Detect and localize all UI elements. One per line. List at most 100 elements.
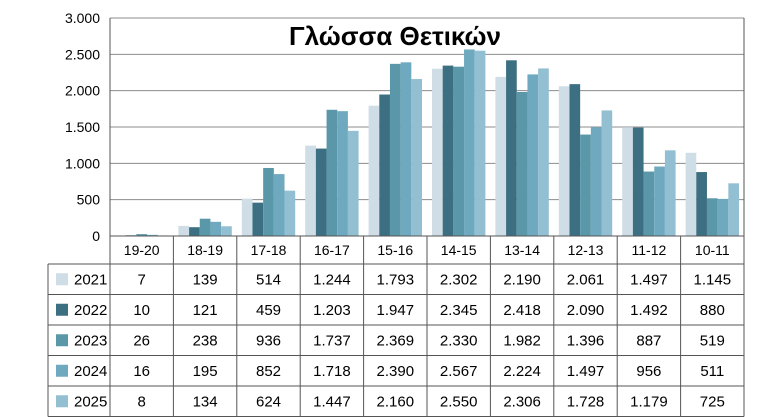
- bar-2023-17-18: [263, 167, 274, 236]
- data-label: 1.718: [313, 363, 351, 380]
- data-label: 459: [256, 302, 281, 319]
- data-label: 1.793: [377, 271, 415, 288]
- data-label: 725: [700, 393, 725, 410]
- data-label: 1.737: [313, 332, 351, 349]
- bar-2022-15-16: [379, 94, 390, 236]
- bar-2024-18-19: [210, 221, 222, 236]
- bar-2024-11-12: [654, 166, 665, 236]
- x-tick-label: 10-11: [695, 242, 730, 258]
- data-label: 16: [133, 363, 150, 380]
- bar-2022-18-19: [189, 227, 200, 236]
- bar-2025-12-13: [601, 110, 613, 236]
- data-label: 2.306: [503, 393, 541, 410]
- data-label: 2.090: [567, 302, 605, 319]
- legend-label-2023: 2023: [74, 332, 107, 349]
- bar-2022-13-14: [506, 60, 517, 237]
- data-table: 19-20 18-19 17-18 16-17 15-16 14-15 13-14 12-13…: [47, 18, 745, 417]
- y-tick-label: 500: [77, 192, 101, 208]
- x-tick-label: 18-19: [187, 242, 223, 258]
- data-label: 2.418: [503, 302, 541, 319]
- x-tick-label: 11-12: [632, 242, 667, 258]
- legend-swatch-2024: [56, 364, 68, 377]
- bar-2025-14-15: [474, 50, 486, 237]
- data-label: 1.982: [503, 332, 541, 349]
- data-label: 10: [133, 302, 150, 319]
- bar-2022-17-18: [252, 202, 264, 236]
- data-label: 195: [193, 363, 218, 380]
- gridlines: [110, 17, 744, 237]
- data-label: 134: [193, 393, 218, 410]
- data-label: 2.390: [377, 363, 415, 380]
- y-tick-label: 3.000: [65, 10, 100, 26]
- bar-2023-10-11: [706, 198, 718, 236]
- bar-2024-14-15: [464, 49, 475, 237]
- data-label: 26: [133, 332, 150, 349]
- x-tick-label: 12-13: [568, 242, 604, 258]
- legend-swatch-2021: [56, 273, 68, 286]
- bar-2021-11-12: [622, 127, 633, 236]
- bar-2021-17-18: [241, 198, 253, 236]
- data-label: 887: [636, 332, 661, 349]
- data-label: 519: [700, 332, 725, 349]
- bar-2023-18-19: [199, 218, 211, 236]
- legend-label-2024: 2024: [74, 363, 107, 380]
- data-label: 238: [193, 332, 218, 349]
- y-axis-ticks: 0 500 1.000 1.500 2.000 2.500 3.000: [65, 10, 100, 244]
- x-tick-label: 13-14: [504, 242, 540, 258]
- bar-2025-16-17: [347, 130, 359, 236]
- data-label: 2.061: [567, 271, 605, 288]
- legend-swatch-2025: [56, 395, 68, 408]
- data-label: 1.947: [377, 302, 415, 319]
- data-label: 2.190: [503, 271, 541, 288]
- data-label: 2.302: [440, 271, 478, 288]
- legend-swatch-2023: [56, 334, 68, 347]
- bar-2021-10-11: [685, 152, 697, 236]
- data-label: 511: [700, 363, 724, 380]
- data-label: 1.244: [313, 271, 351, 288]
- data-label: 7: [138, 271, 146, 288]
- y-tick-label: 2.500: [65, 46, 100, 62]
- bar-2022-10-11: [696, 172, 707, 236]
- legend-swatch-2022: [56, 303, 68, 316]
- legend-label-2025: 2025: [74, 393, 107, 410]
- legend-label-2021: 2021: [74, 271, 107, 288]
- bar-2022-14-15: [442, 65, 454, 236]
- x-tick-label: 14-15: [441, 242, 477, 258]
- data-label: 956: [636, 363, 661, 380]
- bar-2024-16-17: [337, 111, 348, 236]
- bar-2025-13-14: [538, 68, 549, 236]
- bar-2023-12-13: [580, 134, 591, 236]
- chart-title: Γλώσσα Θετικών: [289, 21, 501, 51]
- data-label: 1.492: [630, 302, 668, 319]
- data-label: 139: [193, 271, 218, 288]
- x-tick-label: 19-20: [124, 242, 160, 258]
- y-tick-label: 1.000: [65, 155, 100, 171]
- data-label: 121: [193, 302, 218, 319]
- bar-2024-19-20: [147, 234, 158, 236]
- data-label: 2.160: [377, 393, 415, 410]
- bar-2021-12-13: [558, 86, 570, 236]
- y-tick-label: 2.000: [65, 83, 100, 99]
- bar-2021-16-17: [305, 145, 316, 236]
- bar-2025-17-18: [284, 190, 296, 236]
- bar-2023-11-12: [643, 171, 655, 236]
- bar-2023-14-15: [453, 66, 465, 236]
- data-label: 2.567: [440, 363, 478, 380]
- data-label: 514: [256, 271, 281, 288]
- x-tick-label: 17-18: [251, 242, 287, 258]
- x-tick-label: 15-16: [377, 242, 413, 258]
- data-label: 852: [256, 363, 281, 380]
- bar-2025-18-19: [221, 226, 232, 236]
- bars: [115, 49, 739, 237]
- bar-2024-10-11: [717, 198, 729, 236]
- bar-2025-10-11: [728, 183, 739, 236]
- bar-2025-11-12: [664, 150, 676, 236]
- data-label: 2.224: [503, 363, 541, 380]
- data-label: 1.728: [567, 393, 605, 410]
- legend-label-2022: 2022: [74, 302, 107, 319]
- data-label: 880: [700, 302, 725, 319]
- data-label: 1.497: [630, 271, 668, 288]
- data-label: 2.369: [377, 332, 415, 349]
- y-tick-label: 1.500: [65, 119, 100, 135]
- bar-2023-19-20: [136, 234, 148, 236]
